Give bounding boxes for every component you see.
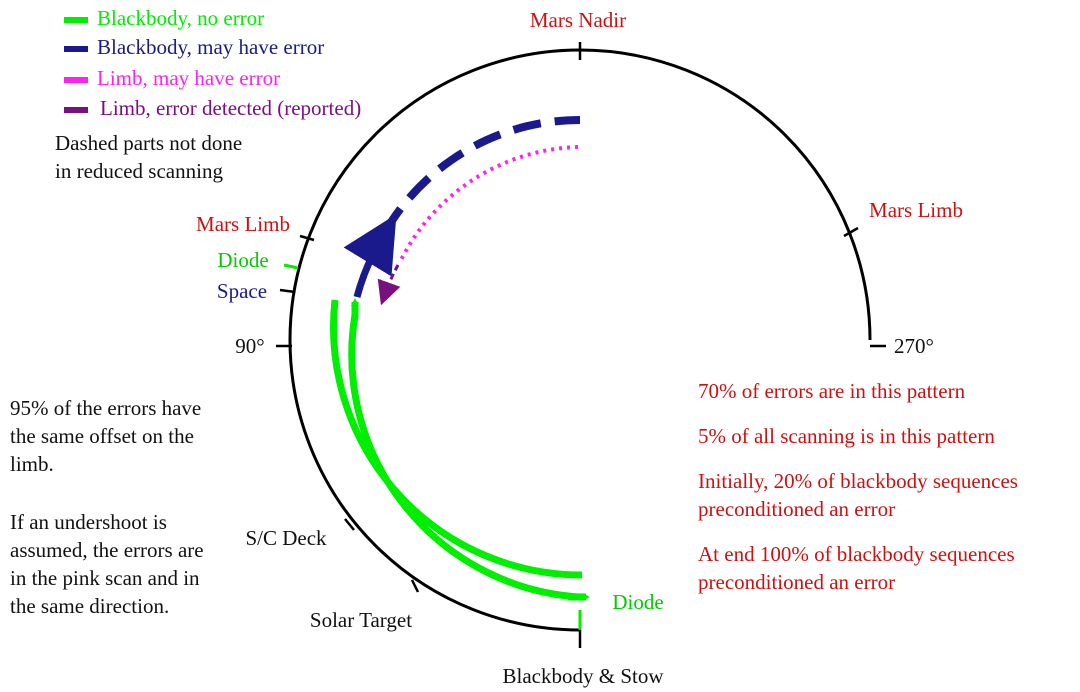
notes: 95% of the errors have the same offset on…	[10, 379, 1018, 618]
green-scan	[330, 299, 583, 579]
left-note: the same offset on the	[10, 424, 194, 448]
right-note: preconditioned an error	[698, 497, 895, 521]
legend-label: Blackbody, may have error	[97, 35, 324, 59]
pink-scan	[398, 145, 579, 263]
right-note: 70% of errors are in this pattern	[698, 379, 966, 403]
legend-swatch	[64, 77, 88, 83]
label: Mars Limb	[869, 198, 963, 222]
blue-scan	[343, 214, 397, 298]
legend-label: Limb, may have error	[97, 66, 280, 90]
label: 270°	[894, 334, 934, 358]
legend-swatch	[64, 46, 88, 52]
note: Dashed parts not done	[55, 131, 242, 155]
label: 90°	[235, 334, 264, 358]
ticks	[276, 42, 886, 648]
left-note: If an undershoot is	[10, 510, 167, 534]
legend-swatch	[64, 107, 88, 113]
left-note: assumed, the errors are	[10, 538, 204, 562]
legend-label: Limb, error detected (reported)	[100, 96, 361, 120]
left-note: the same direction.	[10, 594, 169, 618]
legend: Blackbody, no error Blackbody, may have e…	[64, 6, 361, 120]
purple-scan	[377, 264, 401, 306]
label: Solar Target	[310, 608, 412, 632]
label: Space	[217, 279, 267, 303]
scan-circle	[288, 48, 872, 632]
left-note: limb.	[10, 452, 54, 476]
label: Diode	[217, 248, 268, 272]
legend-swatch	[64, 17, 88, 23]
blue-dashed-scan	[381, 115, 581, 235]
left-note: 95% of the errors have	[10, 396, 201, 420]
green-scan-arrow	[348, 314, 581, 601]
label: S/C Deck	[245, 526, 327, 550]
right-note: preconditioned an error	[698, 570, 895, 594]
left-note: in the pink scan and in	[10, 566, 200, 590]
right-note: At end 100% of blackbody sequences	[698, 542, 1015, 566]
legend-label: Blackbody, no error	[97, 6, 264, 30]
right-note: Initially, 20% of blackbody sequences	[698, 469, 1018, 493]
label: Diode	[612, 590, 663, 614]
label: Mars Limb	[196, 212, 290, 236]
label: Mars Nadir	[530, 8, 626, 32]
label: Blackbody & Stow	[503, 664, 665, 688]
note: in reduced scanning	[55, 159, 223, 183]
right-note: 5% of all scanning is in this pattern	[698, 424, 995, 448]
